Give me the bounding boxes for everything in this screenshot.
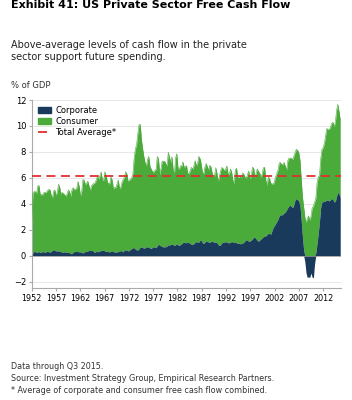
Text: % of GDP: % of GDP [11, 81, 50, 90]
Text: * Average of corporate and consumer free cash flow combined.: * Average of corporate and consumer free… [11, 386, 267, 395]
Text: Exhibit 41: US Private Sector Free Cash Flow: Exhibit 41: US Private Sector Free Cash … [11, 0, 290, 10]
Text: Above-average levels of cash flow in the private
sector support future spending.: Above-average levels of cash flow in the… [11, 40, 246, 62]
Text: Source: Investment Strategy Group, Empirical Research Partners.: Source: Investment Strategy Group, Empir… [11, 374, 274, 383]
Text: Data through Q3 2015.: Data through Q3 2015. [11, 362, 103, 371]
Legend: Corporate, Consumer, Total Average*: Corporate, Consumer, Total Average* [36, 104, 118, 139]
